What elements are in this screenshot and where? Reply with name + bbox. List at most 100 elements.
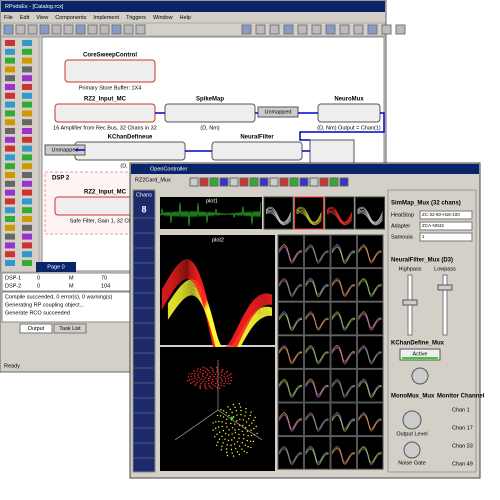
palette-icon[interactable] [22, 242, 32, 249]
menu-item[interactable]: Implement [93, 15, 119, 21]
palette-icon[interactable] [22, 233, 32, 240]
palette-icon[interactable] [5, 233, 15, 240]
active-button[interactable] [399, 348, 441, 361]
menu-item[interactable]: Triggers [126, 15, 146, 21]
toolbar-button[interactable] [135, 24, 146, 35]
palette-icon[interactable] [22, 128, 32, 134]
palette-icon[interactable] [22, 207, 32, 214]
toolbar-button[interactable] [39, 24, 50, 35]
toolbar-button[interactable] [395, 24, 406, 35]
toolbar-button[interactable] [111, 24, 122, 35]
page-tab[interactable] [36, 262, 76, 272]
toolbar-button[interactable] [219, 177, 229, 187]
toolbar-button[interactable] [99, 24, 110, 35]
palette-icon[interactable] [22, 92, 32, 99]
field-box[interactable] [419, 221, 473, 231]
toolbar-button[interactable] [123, 24, 134, 35]
palette-icon[interactable] [22, 119, 32, 126]
toolbar-button[interactable] [241, 24, 252, 35]
palette-icon[interactable] [5, 242, 15, 249]
palette-icon[interactable] [5, 224, 15, 231]
tab[interactable] [53, 323, 87, 334]
palette-icon[interactable] [5, 180, 15, 187]
toolbar-button[interactable] [199, 177, 209, 187]
toolbar-button[interactable] [75, 24, 86, 35]
palette-icon[interactable] [22, 163, 32, 170]
toolbar-button[interactable] [311, 24, 322, 35]
menu-item[interactable]: Help [180, 15, 191, 21]
toolbar-button[interactable] [239, 177, 249, 187]
field-box[interactable] [419, 210, 473, 220]
toolbar-button[interactable] [3, 24, 14, 35]
toolbar-button[interactable] [289, 177, 299, 187]
toolbar-button[interactable] [309, 177, 319, 187]
toolbar-button[interactable] [381, 24, 392, 35]
toolbar-button[interactable] [269, 24, 280, 35]
toolbar-button[interactable] [209, 177, 219, 187]
toolbar-button[interactable] [299, 177, 309, 187]
toolbar-button[interactable] [249, 177, 259, 187]
palette-icon[interactable] [5, 92, 15, 99]
palette-icon[interactable] [5, 119, 15, 126]
palette-icon[interactable] [22, 66, 32, 73]
palette-icon[interactable] [5, 48, 15, 55]
toolbar-button[interactable] [283, 24, 294, 35]
palette-icon[interactable] [22, 224, 32, 231]
slider-thumb[interactable] [402, 299, 418, 306]
palette-icon[interactable] [22, 40, 32, 46]
toolbar-button[interactable] [269, 177, 279, 187]
toolbar-button[interactable] [87, 24, 98, 35]
palette-icon[interactable] [5, 251, 15, 258]
palette-icon[interactable] [5, 207, 15, 214]
palette-icon[interactable] [22, 110, 32, 117]
palette-icon[interactable] [22, 154, 32, 161]
toolbar-button[interactable] [325, 24, 336, 35]
slider-thumb[interactable] [437, 284, 453, 291]
palette-icon[interactable] [5, 40, 15, 46]
palette-icon[interactable] [5, 145, 15, 152]
toolbar-button[interactable] [367, 24, 378, 35]
palette-icon[interactable] [5, 216, 15, 222]
palette-icon[interactable] [5, 198, 15, 205]
toolbar-button[interactable] [63, 24, 74, 35]
toolbar-button[interactable] [297, 24, 308, 35]
knob[interactable] [402, 410, 422, 430]
palette-icon[interactable] [22, 136, 32, 143]
palette-icon[interactable] [22, 189, 32, 196]
palette-icon[interactable] [5, 189, 15, 196]
menu-item[interactable]: Components [55, 15, 86, 21]
toolbar-button[interactable] [255, 24, 266, 35]
tab[interactable] [19, 323, 53, 334]
knob[interactable] [411, 367, 429, 385]
toolbar-button[interactable] [319, 177, 329, 187]
palette-icon[interactable] [5, 66, 15, 73]
toolbar-button[interactable] [339, 24, 350, 35]
palette-icon[interactable] [22, 57, 32, 64]
toolbar-button[interactable] [259, 177, 269, 187]
palette-icon[interactable] [22, 145, 32, 152]
palette-icon[interactable] [5, 84, 15, 90]
palette-icon[interactable] [5, 101, 15, 108]
palette-icon[interactable] [5, 172, 15, 178]
palette-icon[interactable] [22, 251, 32, 258]
toolbar-button[interactable] [329, 177, 339, 187]
toolbar-button[interactable] [279, 177, 289, 187]
palette-icon[interactable] [22, 75, 32, 82]
toolbar-button[interactable] [189, 177, 199, 187]
palette-icon[interactable] [5, 57, 15, 64]
palette-icon[interactable] [5, 260, 15, 266]
knob[interactable] [403, 441, 421, 459]
menu-item[interactable]: File [4, 15, 13, 21]
palette-icon[interactable] [22, 260, 32, 266]
palette-icon[interactable] [22, 198, 32, 205]
toolbar-button[interactable] [15, 24, 26, 35]
palette-icon[interactable] [22, 172, 32, 178]
palette-icon[interactable] [22, 216, 32, 222]
toolbar-button[interactable] [353, 24, 364, 35]
palette-icon[interactable] [5, 110, 15, 117]
palette-icon[interactable] [22, 180, 32, 187]
palette-icon[interactable] [22, 48, 32, 55]
palette-icon[interactable] [5, 136, 15, 143]
palette-icon[interactable] [5, 75, 15, 82]
toolbar-button[interactable] [51, 24, 62, 35]
